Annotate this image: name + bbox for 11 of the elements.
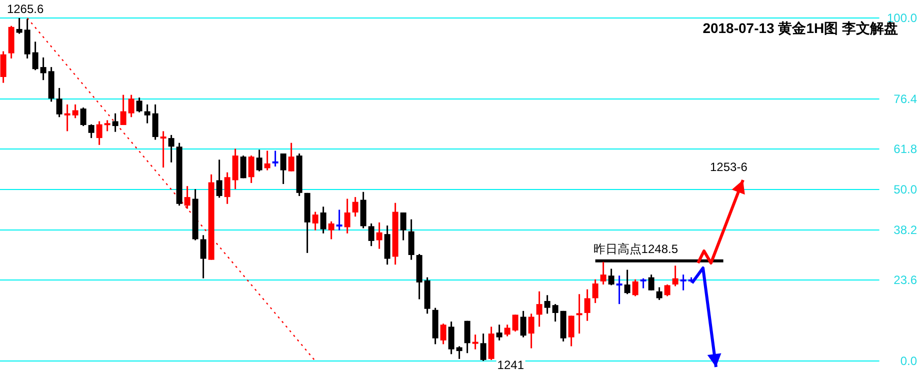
- y-tick-label: 0.0: [900, 354, 918, 368]
- annotation: 昨日高点1248.5: [593, 242, 678, 256]
- annotation: 1253-6: [710, 160, 748, 174]
- y-tick-label: 23.6: [894, 273, 918, 288]
- annotation: 1265.6: [6, 2, 44, 16]
- annotation: 1241: [496, 358, 526, 370]
- chart-title: 2018-07-13 黄金1H图 李文解盘: [702, 20, 898, 36]
- y-tick-label: 76.4: [894, 92, 918, 106]
- y-tick-label: 50.0: [894, 182, 918, 196]
- y-tick-label: 61.8: [894, 142, 918, 156]
- y-tick-label: 38.2: [894, 222, 918, 237]
